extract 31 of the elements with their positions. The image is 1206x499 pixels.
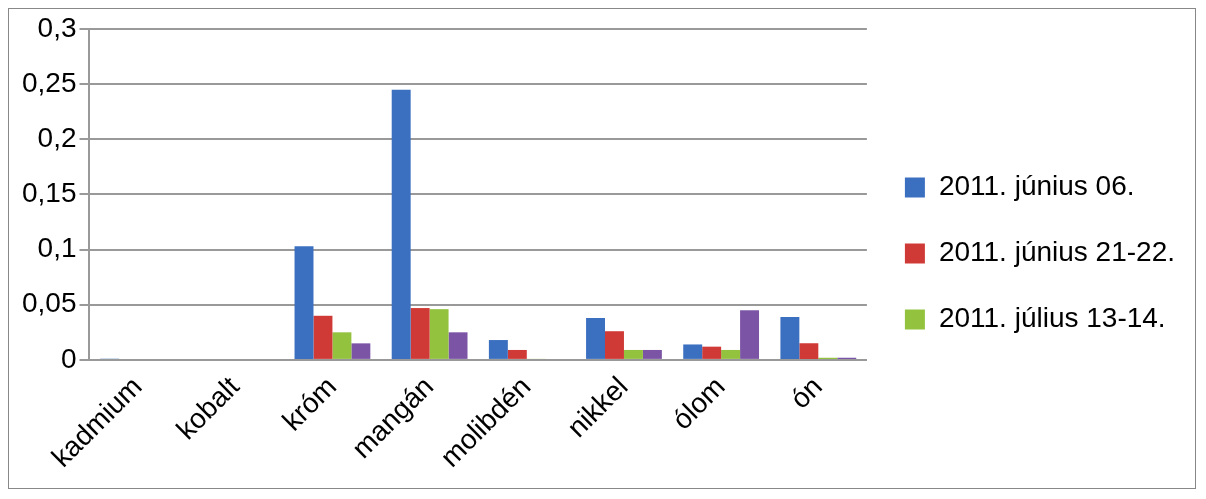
legend-label: 2011. június 21-22. — [938, 236, 1176, 268]
bar — [448, 332, 468, 359]
bar — [683, 344, 703, 359]
y-tick-label: 0,3 — [37, 11, 77, 43]
x-tick-label: ón — [784, 370, 829, 415]
y-tick-label: 0,25 — [22, 66, 77, 98]
bar — [488, 340, 508, 359]
bar — [294, 246, 314, 359]
bar — [642, 349, 662, 359]
bar — [332, 332, 352, 359]
bar — [351, 343, 371, 359]
bar — [780, 316, 800, 359]
bar — [623, 349, 643, 359]
bar — [799, 343, 819, 359]
bar — [605, 331, 624, 359]
bar — [507, 349, 527, 359]
bar — [586, 317, 606, 359]
bar — [410, 308, 430, 359]
bar — [391, 89, 411, 359]
y-tick-label: 0,15 — [22, 177, 77, 209]
bar — [721, 349, 741, 359]
y-tick-label: 0,05 — [22, 287, 77, 319]
bar — [429, 309, 449, 359]
y-tick-label: 0 — [60, 342, 77, 374]
y-tick-label: 0,2 — [37, 122, 77, 154]
bar — [313, 315, 333, 359]
legend-label: 2011. június 06. — [938, 170, 1135, 202]
bar — [740, 310, 760, 359]
legend-label: 2011. július 13-14. — [938, 302, 1166, 334]
y-tick-label: 0,1 — [37, 232, 77, 264]
bar — [702, 346, 722, 359]
